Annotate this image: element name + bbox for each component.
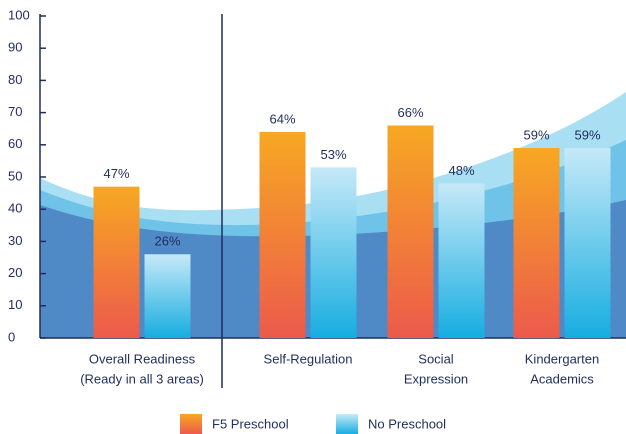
value-label: 26% <box>154 234 180 249</box>
bar <box>93 186 140 338</box>
legend-label: F5 Preschool <box>212 416 289 431</box>
bar <box>387 125 434 338</box>
y-tick-label: 50 <box>8 168 22 183</box>
y-tick-label: 30 <box>8 233 22 248</box>
legend-swatch <box>180 414 202 434</box>
y-tick-label: 70 <box>8 104 22 119</box>
x-tick-label: Expression <box>404 371 468 386</box>
x-tick-label: (Ready in all 3 areas) <box>80 371 204 386</box>
bar <box>438 183 485 338</box>
y-tick-label: 60 <box>8 136 22 151</box>
legend-swatch <box>336 414 358 434</box>
value-label: 64% <box>269 111 295 126</box>
value-label: 47% <box>103 166 129 181</box>
y-tick-label: 10 <box>8 297 22 312</box>
bar <box>144 254 191 338</box>
legend-label: No Preschool <box>368 416 446 431</box>
y-tick-label: 40 <box>8 201 22 216</box>
y-tick-label: 80 <box>8 72 22 87</box>
x-tick-label: Academics <box>530 371 594 386</box>
bar <box>259 131 306 338</box>
value-label: 59% <box>523 127 549 142</box>
bar <box>564 148 611 338</box>
y-tick-label: 100 <box>8 7 30 22</box>
bar <box>310 167 357 338</box>
bar <box>513 148 560 338</box>
x-tick-label: Overall Readiness <box>89 351 196 366</box>
value-label: 53% <box>320 147 346 162</box>
value-label: 48% <box>448 163 474 178</box>
y-tick-label: 20 <box>8 265 22 280</box>
x-tick-label: Social <box>418 351 454 366</box>
value-label: 66% <box>397 105 423 120</box>
x-tick-label: Self-Regulation <box>264 351 353 366</box>
y-tick-label: 90 <box>8 40 22 55</box>
x-tick-label: Kindergarten <box>525 351 599 366</box>
y-tick-label: 0 <box>8 329 15 344</box>
value-label: 59% <box>574 127 600 142</box>
